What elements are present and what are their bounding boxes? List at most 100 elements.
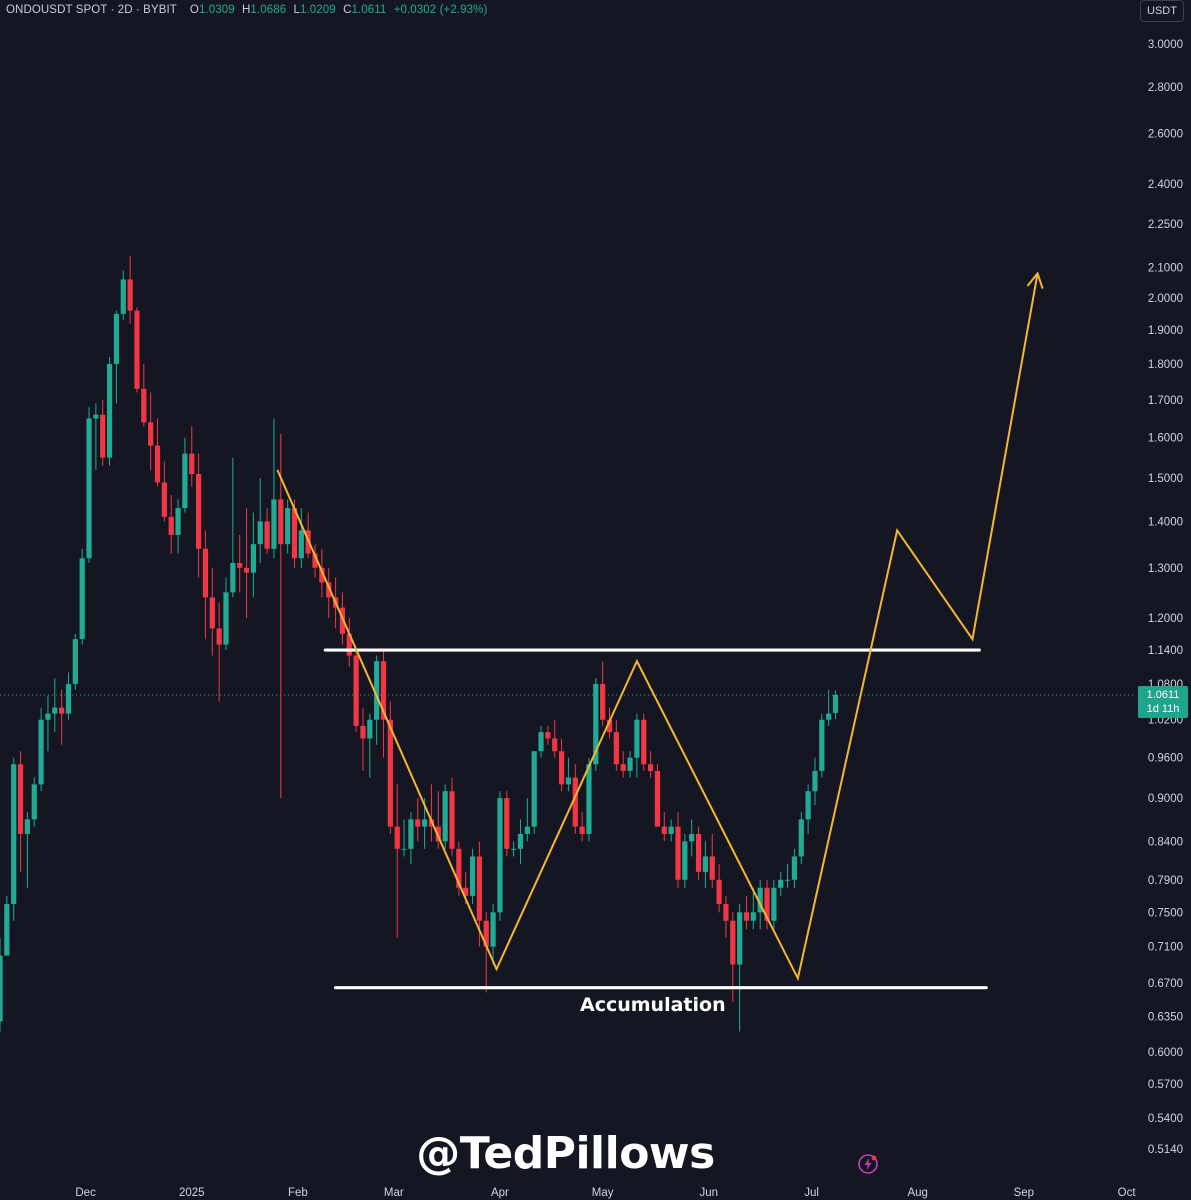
candle[interactable]	[682, 833, 688, 888]
candle[interactable]	[627, 751, 633, 778]
candle[interactable]	[408, 812, 414, 865]
candle[interactable]	[579, 812, 585, 842]
candle[interactable]	[93, 403, 99, 470]
candle[interactable]	[374, 655, 380, 745]
candle[interactable]	[689, 819, 695, 857]
candle[interactable]	[654, 764, 661, 827]
currency-selector-button[interactable]: USDT	[1140, 0, 1184, 22]
candle[interactable]	[202, 530, 209, 640]
candle[interactable]	[552, 719, 558, 758]
candle[interactable]	[442, 784, 448, 849]
candle[interactable]	[784, 864, 791, 888]
candle[interactable]	[52, 678, 58, 733]
projection-path[interactable]	[276, 273, 1039, 982]
candle[interactable]	[4, 895, 10, 956]
candle[interactable]	[490, 904, 496, 965]
candle[interactable]	[572, 764, 578, 834]
candle[interactable]	[791, 848, 798, 888]
candle[interactable]	[223, 577, 229, 651]
candle[interactable]	[120, 270, 126, 321]
candle[interactable]	[326, 567, 332, 618]
candle[interactable]	[620, 751, 626, 778]
candle[interactable]	[38, 707, 44, 792]
candle[interactable]	[134, 307, 140, 393]
candle[interactable]	[737, 904, 743, 1032]
candle[interactable]	[819, 713, 825, 778]
candle[interactable]	[0, 937, 3, 1032]
candle[interactable]	[257, 478, 263, 563]
candle[interactable]	[805, 784, 811, 834]
candle[interactable]	[435, 791, 441, 849]
candle[interactable]	[743, 895, 750, 930]
candle[interactable]	[524, 798, 530, 842]
candle[interactable]	[613, 719, 619, 771]
candle[interactable]	[469, 848, 476, 905]
candle[interactable]	[106, 357, 113, 466]
candle[interactable]	[586, 757, 592, 842]
candle[interactable]	[380, 650, 387, 758]
candle[interactable]	[250, 512, 256, 598]
candle[interactable]	[264, 508, 270, 554]
candle[interactable]	[456, 841, 462, 896]
candle[interactable]	[558, 738, 565, 792]
candle[interactable]	[59, 689, 65, 745]
candle[interactable]	[182, 437, 188, 513]
candle[interactable]	[504, 791, 510, 857]
candle[interactable]	[72, 633, 78, 690]
candle[interactable]	[771, 879, 777, 930]
candle[interactable]	[113, 310, 120, 404]
candle[interactable]	[428, 784, 435, 842]
candle[interactable]	[31, 777, 37, 827]
candle[interactable]	[394, 784, 400, 938]
candle[interactable]	[449, 777, 455, 857]
candle[interactable]	[593, 678, 599, 771]
candle[interactable]	[367, 713, 373, 778]
candle[interactable]	[401, 819, 407, 857]
candle[interactable]	[764, 879, 770, 930]
candle[interactable]	[668, 819, 674, 842]
candle[interactable]	[189, 426, 195, 487]
candle[interactable]	[243, 508, 250, 618]
candle[interactable]	[237, 534, 243, 593]
candle[interactable]	[154, 418, 161, 487]
candle[interactable]	[511, 841, 517, 857]
candle[interactable]	[65, 672, 72, 720]
candle[interactable]	[517, 819, 524, 865]
candle[interactable]	[716, 864, 722, 913]
candle[interactable]	[175, 499, 181, 554]
candle[interactable]	[565, 757, 572, 792]
candle[interactable]	[285, 499, 291, 554]
candle[interactable]	[675, 812, 681, 888]
candle[interactable]	[538, 725, 544, 758]
candle[interactable]	[100, 399, 106, 466]
candle[interactable]	[141, 363, 147, 427]
candle[interactable]	[483, 912, 489, 993]
candle[interactable]	[346, 617, 352, 667]
candle[interactable]	[641, 713, 647, 771]
candle[interactable]	[17, 751, 24, 872]
candle[interactable]	[723, 895, 729, 938]
candle[interactable]	[387, 701, 393, 834]
candle[interactable]	[661, 812, 667, 842]
candle[interactable]	[278, 433, 284, 799]
candle[interactable]	[497, 791, 503, 921]
candle[interactable]	[312, 544, 318, 578]
candle[interactable]	[531, 751, 537, 834]
candle[interactable]	[216, 602, 222, 702]
candle[interactable]	[750, 887, 756, 930]
candle[interactable]	[600, 661, 606, 726]
candle[interactable]	[209, 567, 215, 656]
candle[interactable]	[695, 826, 702, 880]
candle[interactable]	[545, 725, 551, 745]
candle[interactable]	[24, 812, 30, 888]
candle[interactable]	[196, 453, 202, 578]
candle[interactable]	[148, 392, 154, 470]
candle[interactable]	[168, 495, 174, 554]
candle[interactable]	[353, 650, 359, 733]
candle[interactable]	[298, 508, 304, 568]
candle[interactable]	[230, 457, 236, 598]
candle[interactable]	[79, 548, 85, 645]
candle[interactable]	[127, 255, 133, 324]
candle[interactable]	[415, 798, 421, 842]
candle[interactable]	[86, 407, 92, 563]
